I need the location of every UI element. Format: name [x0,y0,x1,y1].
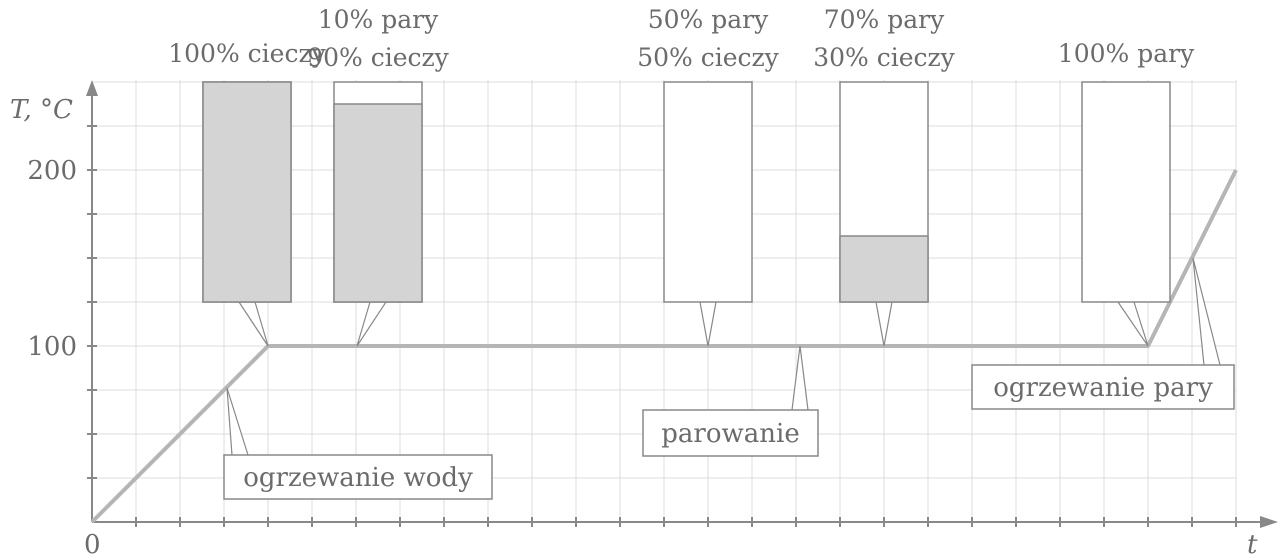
annotation-label: ogrzewanie wody [243,463,473,493]
callout-pointer [356,301,387,347]
callout-pointer [699,301,717,347]
annotation-label: ogrzewanie pary [993,373,1213,403]
x-axis-label: t [1247,530,1258,559]
annotation-box [971,364,1235,410]
annotations: ogrzewanie wody parowanie ogrzewanie pary [223,257,1235,500]
state-label: 10% pary [318,5,439,34]
liquid-fill [202,81,292,303]
y-tick-label: 200 [27,156,77,186]
state-callout: 100% cieczy [168,39,327,347]
state-label: 70% pary [824,5,945,34]
vessel [663,81,753,303]
state-callout: 70% pary 30% cieczy [813,5,956,347]
callout-pointer [1117,301,1149,347]
liquid-fill [333,103,423,303]
vessel [1081,81,1171,303]
annotation-pointer [791,345,809,411]
annotation: parowanie [642,345,819,457]
y-axis-arrow-icon [86,80,98,96]
annotation: ogrzewanie wody [223,387,493,500]
state-label: 50% pary [648,5,769,34]
state-label: 90% cieczy [307,43,449,72]
state-callout: 50% pary 50% cieczy [637,5,780,347]
liquid-fill [839,235,929,303]
annotation-label: parowanie [661,419,799,449]
callout-pointer [875,301,893,347]
state-callout: 10% pary 90% cieczy [307,5,450,347]
x-axis-arrow-icon [1260,516,1278,528]
state-label: 30% cieczy [813,43,955,72]
state-label: 100% pary [1058,39,1195,68]
y-tick-label: 100 [27,332,77,362]
annotation: ogrzewanie pary [971,257,1235,410]
origin-label: 0 [84,530,101,559]
annotation-pointer [226,387,249,456]
annotation-pointer [1192,257,1221,366]
state-callout: 100% pary [1058,39,1195,347]
axis-ticks [87,125,1237,527]
state-label: 100% cieczy [168,39,326,68]
annotation-box [642,409,819,457]
y-tick-labels: 100 200 [27,156,77,362]
annotation-box [223,454,493,500]
callout-pointer [238,301,269,347]
y-axis-label: T, °C [10,95,73,125]
axes [86,80,1278,528]
state-label: 50% cieczy [637,43,779,72]
